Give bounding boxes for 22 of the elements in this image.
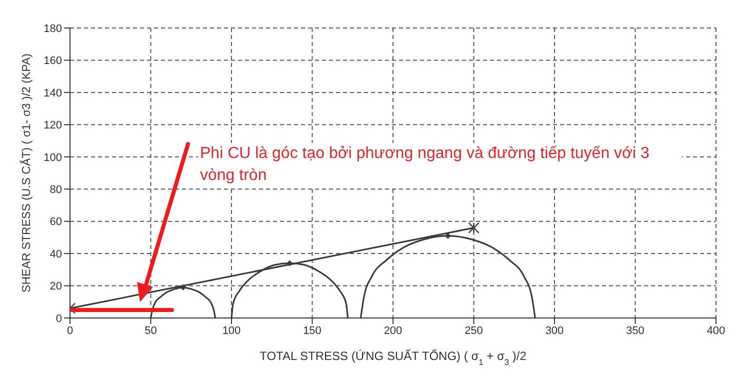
y-axis-title: SHEAR STRESS (U.S CẮT) ( σ1- σ3 )/2 (KPA) bbox=[19, 53, 33, 292]
y-tick-label: 60 bbox=[50, 216, 62, 228]
y-tick-label: 140 bbox=[44, 87, 62, 100]
y-tick-label: 120 bbox=[44, 120, 62, 132]
x-tick-label: 150 bbox=[303, 324, 322, 337]
x-tick-label: 0 bbox=[66, 324, 74, 337]
y-tick-label: 0 bbox=[56, 312, 62, 325]
y-tick-label: 100 bbox=[44, 152, 62, 164]
x-tick-label: 350 bbox=[626, 324, 644, 337]
x-axis-title: TOTAL STRESS (ỨNG SUẤT TỔNG) ( σ$_{1}$ + σ$_{3}$ )/2 bbox=[260, 349, 527, 367]
x-tick-label: 200 bbox=[384, 324, 402, 337]
y-tick-label: 180 bbox=[44, 22, 62, 35]
x-tick-label: 400 bbox=[706, 324, 726, 337]
x-tick-label: 50 bbox=[144, 324, 157, 337]
y-tick-label: 80 bbox=[50, 184, 62, 196]
x-tick-label: 300 bbox=[545, 324, 564, 337]
y-tick-label: 160 bbox=[44, 55, 62, 68]
x-tick-label: 100 bbox=[222, 324, 241, 337]
x-tick-label: 250 bbox=[464, 324, 483, 337]
y-tick-label: 20 bbox=[50, 280, 62, 293]
annotation: Phi CU là góc tạo bởi phương ngang và đường tiếp tuyến với 3 vòng tròn bbox=[198, 143, 682, 187]
y-tick-label: 40 bbox=[50, 248, 62, 260]
